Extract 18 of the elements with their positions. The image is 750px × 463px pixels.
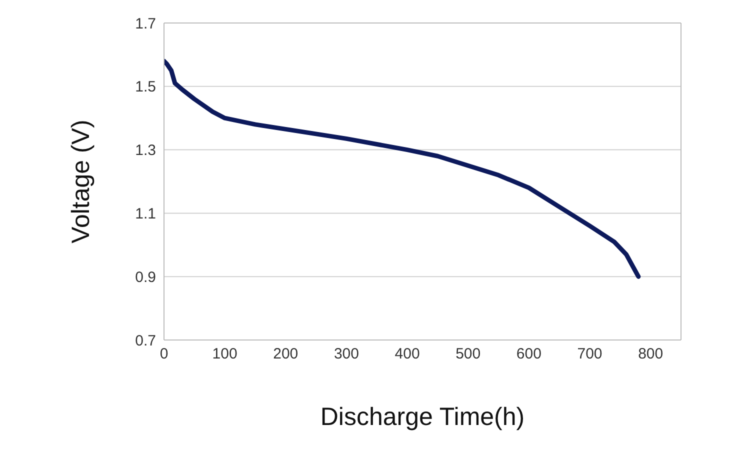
y-tick-label: 1.7 bbox=[135, 15, 156, 32]
y-tick-label: 1.3 bbox=[135, 142, 156, 160]
y-tick-label: 0.7 bbox=[135, 332, 156, 350]
x-tick-label: 100 bbox=[212, 346, 238, 363]
x-tick-label: 400 bbox=[394, 346, 420, 363]
x-tick-label: 500 bbox=[456, 346, 481, 363]
x-tick-label: 800 bbox=[638, 346, 664, 363]
x-axis-title: Discharge Time(h) bbox=[320, 403, 525, 431]
x-tick-label: 0 bbox=[160, 346, 168, 363]
x-tick-label: 600 bbox=[516, 346, 542, 363]
line-series bbox=[164, 58, 641, 279]
y-axis-title: Voltage (V) bbox=[66, 120, 95, 244]
y-tick-label: 1.1 bbox=[135, 206, 156, 223]
x-tick-label: 200 bbox=[273, 346, 298, 363]
x-tick-label: 300 bbox=[334, 346, 359, 363]
y-tick-label: 0.9 bbox=[135, 268, 156, 286]
x-tick-label: 700 bbox=[577, 346, 602, 363]
y-tick-label: 1.5 bbox=[135, 78, 156, 96]
